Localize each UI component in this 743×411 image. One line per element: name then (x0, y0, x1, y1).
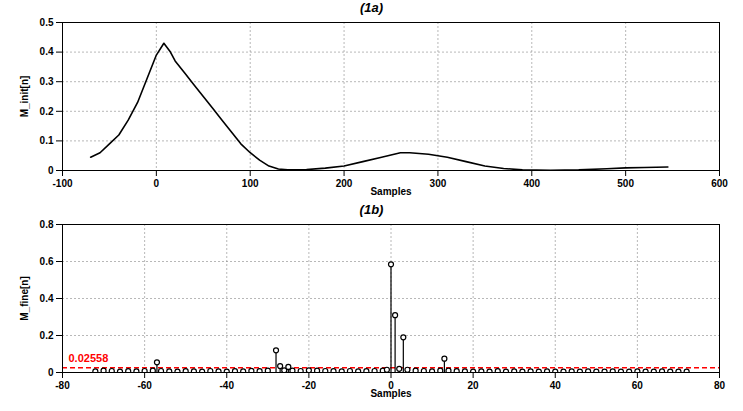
svg-text:20: 20 (468, 380, 480, 391)
svg-text:0.3: 0.3 (40, 76, 54, 87)
svg-text:0: 0 (388, 379, 394, 391)
svg-text:Samples: Samples (370, 388, 412, 399)
svg-text:500: 500 (617, 178, 634, 189)
svg-text:0.4: 0.4 (40, 46, 54, 57)
svg-text:0: 0 (48, 165, 54, 176)
svg-text:0.1: 0.1 (40, 135, 54, 146)
svg-text:M_init[n]: M_init[n] (19, 76, 30, 118)
svg-text:400: 400 (523, 178, 540, 189)
svg-text:-40: -40 (220, 380, 235, 391)
svg-text:40: 40 (550, 380, 562, 391)
svg-text:60: 60 (632, 380, 644, 391)
svg-text:0.2: 0.2 (40, 330, 54, 341)
html-text:(1a): (1a) (359, 0, 384, 15)
svg-text:M_fine[n]: M_fine[n] (19, 276, 30, 320)
svg-text:100: 100 (242, 178, 259, 189)
svg-text:0: 0 (48, 367, 54, 378)
svg-text:80: 80 (714, 380, 726, 391)
svg-text:-20: -20 (302, 380, 317, 391)
svg-text:600: 600 (711, 178, 728, 189)
svg-text:200: 200 (336, 178, 353, 189)
svg-text:0.5: 0.5 (40, 17, 54, 28)
svg-text:0.4: 0.4 (40, 293, 54, 304)
svg-text:-100: -100 (52, 178, 72, 189)
svg-text:0.02558: 0.02558 (69, 352, 109, 364)
svg-text:0: 0 (154, 178, 160, 189)
svg-text:0.6: 0.6 (40, 256, 54, 267)
svg-text:-80: -80 (55, 380, 70, 391)
svg-text:Samples: Samples (370, 186, 412, 197)
svg-text:300: 300 (430, 178, 447, 189)
html-text:(1b): (1b) (359, 202, 384, 217)
svg-text:0.8: 0.8 (40, 219, 54, 230)
svg-text:-60: -60 (137, 380, 152, 391)
svg-text:0.2: 0.2 (40, 106, 54, 117)
